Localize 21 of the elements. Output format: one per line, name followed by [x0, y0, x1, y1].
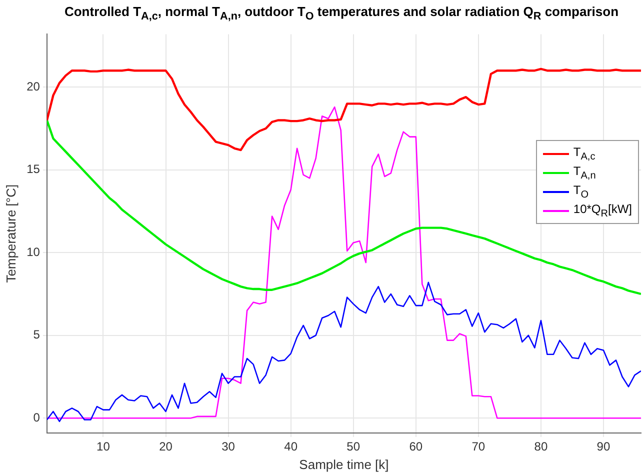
- y-tick-label: 5: [33, 328, 40, 342]
- x-tick-label: 30: [222, 440, 236, 454]
- x-tick-label: 20: [159, 440, 173, 454]
- y-tick-label: 10: [26, 244, 40, 259]
- y-axis-title: Temperature [°C]: [3, 184, 18, 283]
- x-tick-label: 40: [284, 440, 298, 454]
- x-tick-label: 10: [96, 440, 110, 454]
- y-tick-label: 0: [33, 410, 40, 424]
- x-tick-label: 90: [596, 440, 610, 454]
- x-tick-label: 60: [409, 440, 423, 454]
- legend-label: T$_{A,n}$: [573, 164, 596, 182]
- chart-title: Controlled T$_{A,c}$, normal T$_{A,n}$, outdoor T$_{O}$ temperatures and solar radiation Q$_{R}$ comparison: [64, 4, 619, 23]
- x-tick-label: 80: [534, 440, 548, 454]
- y-tick-label: 15: [26, 162, 40, 176]
- x-tick-label: 50: [346, 440, 360, 454]
- x-axis-title: Sample time [k]: [299, 456, 389, 472]
- legend-label: 10*Q$_{R}$[kW]: [573, 202, 632, 220]
- legend-label: T$_{O}$: [573, 182, 589, 200]
- x-tick-label: 70: [472, 440, 486, 454]
- legend-label: T$_{A,c}$: [573, 144, 596, 162]
- y-tick-label: 20: [26, 79, 40, 94]
